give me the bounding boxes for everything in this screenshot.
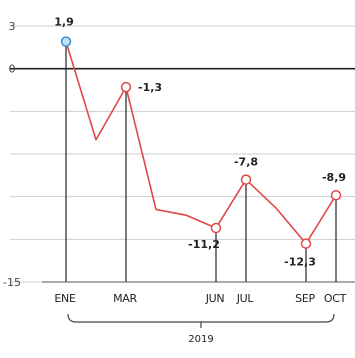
data-label: -1,3 xyxy=(138,81,162,94)
data-label: -11,2 xyxy=(188,238,220,251)
x-tick-label: OCT xyxy=(324,292,347,305)
year-bracket: 2019 xyxy=(67,313,335,345)
data-point xyxy=(120,81,132,93)
year-label: 2019 xyxy=(188,334,213,345)
series-line xyxy=(65,41,337,245)
data-label: -7,8 xyxy=(234,156,258,169)
series-line-path xyxy=(65,41,337,245)
y-tick-labels: 3 0 -15 xyxy=(3,20,21,289)
x-tick-label: ENE xyxy=(54,292,76,305)
y-tick-label: -15 xyxy=(3,276,21,289)
x-tick-label: MAR xyxy=(113,292,137,305)
axes xyxy=(10,41,355,283)
data-label: -8,9 xyxy=(322,171,346,184)
data-point xyxy=(240,174,252,185)
x-tick-label: SEP xyxy=(295,292,315,305)
year-bracket-line xyxy=(67,313,335,323)
y-tick-label: 3 xyxy=(9,20,16,33)
x-tick-label: JUN xyxy=(205,292,225,305)
data-point xyxy=(330,189,342,201)
data-point xyxy=(300,238,312,249)
series-points xyxy=(60,36,342,249)
data-label: -12,3 xyxy=(284,256,316,269)
data-label: 1,9 xyxy=(54,16,74,29)
x-tick-label: JUL xyxy=(236,292,255,305)
data-point xyxy=(210,222,222,234)
data-labels: 1,9 -1,3 -11,2 -7,8 -12,3 -8,9 xyxy=(54,16,346,269)
data-point xyxy=(60,36,72,47)
y-tick-label: 0 xyxy=(9,63,16,76)
x-tick-labels: ENE MAR JUN JUL SEP OCT xyxy=(54,292,347,305)
